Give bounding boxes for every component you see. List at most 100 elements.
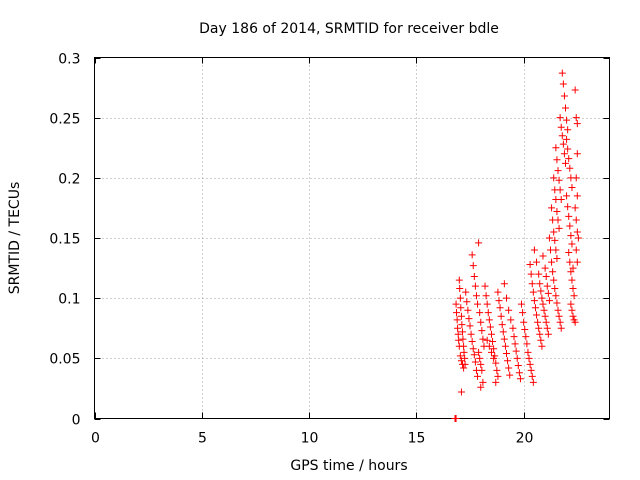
data-point: [569, 312, 577, 320]
data-point: [558, 132, 566, 140]
data-point: [552, 292, 560, 300]
data-point: [572, 114, 580, 122]
data-point: [505, 364, 513, 372]
data-point: [544, 330, 552, 338]
data-point: [542, 318, 550, 326]
data-point: [568, 276, 576, 284]
data-point: [523, 340, 531, 348]
data-point: [494, 372, 502, 380]
x-tick-label: 10: [301, 431, 319, 447]
data-point: [539, 252, 547, 260]
data-point: [549, 268, 557, 276]
data-point: [552, 246, 560, 254]
data-point: [566, 164, 574, 172]
data-point: [573, 120, 581, 128]
x-tick-label: 15: [408, 431, 426, 447]
data-points: [451, 69, 582, 422]
data-point: [520, 318, 528, 326]
data-point: [462, 288, 470, 296]
data-point: [542, 273, 550, 281]
data-point: [567, 268, 575, 276]
data-point: [553, 156, 561, 164]
data-point: [513, 354, 521, 362]
data-point: [556, 318, 564, 326]
data-point: [574, 234, 582, 242]
data-point: [570, 292, 578, 300]
data-point: [568, 183, 576, 191]
data-point: [452, 415, 460, 422]
y-tick-label: 0: [72, 413, 81, 429]
data-point: [512, 347, 520, 355]
data-point: [559, 140, 567, 148]
data-point: [533, 311, 541, 319]
data-point: [545, 234, 553, 242]
data-point: [474, 372, 482, 380]
data-point: [476, 354, 484, 362]
data-point: [459, 360, 467, 368]
data-point: [466, 322, 474, 330]
data-point: [554, 216, 562, 224]
data-point: [479, 378, 487, 386]
data-point: [453, 309, 461, 317]
data-point: [563, 116, 571, 124]
data-point: [459, 328, 467, 336]
data-point: [553, 208, 561, 216]
data-point: [478, 366, 486, 374]
data-point: [564, 203, 572, 211]
data-point: [463, 298, 471, 306]
data-point: [471, 358, 479, 366]
data-point: [470, 273, 478, 281]
data-point: [541, 312, 549, 320]
data-point: [565, 248, 573, 256]
data-point: [553, 299, 561, 307]
data-point: [495, 297, 503, 305]
data-point: [456, 352, 464, 360]
y-tick-label: 0.15: [49, 232, 80, 248]
data-point: [496, 304, 504, 312]
data-point: [489, 337, 497, 345]
data-point: [529, 288, 537, 296]
y-tick-labels: 0 0.05 0.1 0.15 0.2 0.25 0.3: [49, 52, 80, 429]
data-point: [494, 288, 502, 296]
data-point: [469, 345, 477, 353]
data-point: [551, 285, 559, 293]
data-point: [492, 359, 500, 367]
y-tick-label: 0.3: [58, 52, 80, 68]
data-point: [555, 312, 563, 320]
data-point: [460, 348, 468, 356]
data-point: [474, 300, 482, 308]
data-point: [483, 300, 491, 308]
data-point: [529, 378, 537, 386]
data-point: [460, 364, 468, 372]
data-point: [538, 294, 546, 302]
data-point: [516, 375, 524, 383]
data-point: [503, 350, 510, 358]
data-point: [471, 282, 479, 290]
data-point: [560, 150, 568, 158]
data-point: [459, 335, 467, 343]
data-point: [563, 135, 571, 143]
plot-frame: [94, 57, 610, 419]
data-point: [485, 342, 493, 350]
data-point: [519, 309, 527, 317]
data-point: [524, 348, 532, 356]
data-point: [564, 145, 572, 153]
data-point: [526, 260, 534, 268]
data-point: [484, 309, 492, 317]
data-point: [479, 335, 487, 343]
data-point: [563, 192, 571, 200]
data-point: [572, 216, 580, 224]
data-point: [528, 372, 536, 380]
data-point: [572, 174, 580, 182]
data-point: [555, 224, 563, 232]
data-point: [548, 258, 556, 266]
data-point: [500, 335, 508, 343]
data-point: [567, 300, 575, 308]
data-point: [528, 280, 536, 288]
data-point: [454, 324, 462, 332]
data-point: [525, 354, 533, 362]
data-point: [469, 262, 477, 270]
data-point: [568, 240, 576, 248]
data-point: [527, 366, 535, 374]
